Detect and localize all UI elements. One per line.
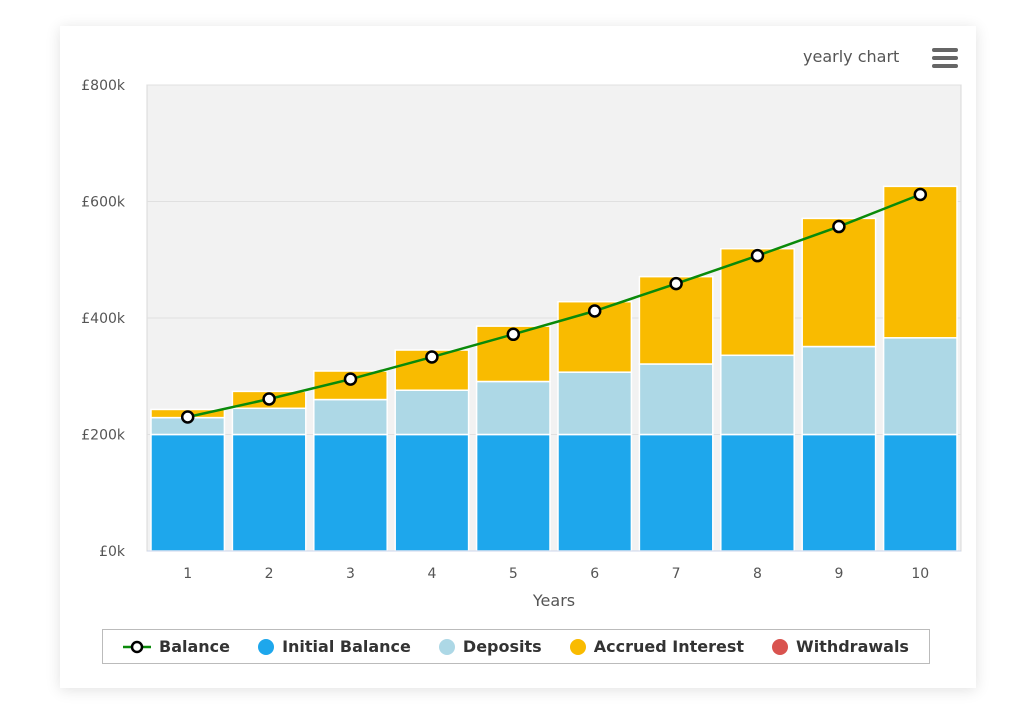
legend-item-initial-balance[interactable]: Initial Balance bbox=[258, 637, 411, 656]
bar-deposits bbox=[720, 354, 795, 436]
balance-point bbox=[180, 410, 195, 424]
balance-point bbox=[262, 392, 276, 406]
legend-label: Withdrawals bbox=[796, 637, 909, 656]
legend-label: Initial Balance bbox=[282, 637, 411, 656]
balance-point bbox=[343, 372, 358, 386]
x-tick-label: 2 bbox=[265, 566, 274, 582]
bar-deposits bbox=[801, 345, 877, 436]
balance-line bbox=[187, 193, 921, 419]
legend-label: Accrued Interest bbox=[593, 637, 744, 656]
legend-item-accrued-interest[interactable]: Accrued Interest bbox=[569, 637, 744, 656]
legend: Balance Initial Balance Deposits Accrued… bbox=[102, 629, 930, 664]
bar-deposits bbox=[394, 389, 470, 436]
bar-initial-balance bbox=[720, 433, 795, 552]
x-tick-label: 10 bbox=[911, 566, 929, 582]
legend-item-withdrawals[interactable]: Withdrawals bbox=[772, 637, 909, 656]
legend-label: Balance bbox=[159, 637, 231, 656]
bar-deposits bbox=[475, 380, 551, 436]
bar-deposits bbox=[313, 398, 388, 436]
x-tick-label: 7 bbox=[672, 566, 681, 582]
x-tick-label: 5 bbox=[509, 566, 518, 582]
balance-point bbox=[913, 187, 928, 202]
bar-accrued-interest bbox=[882, 185, 958, 339]
bar-initial-balance bbox=[394, 433, 470, 552]
bar-initial-balance bbox=[150, 433, 226, 552]
y-tick-label: £600k bbox=[81, 195, 126, 211]
bar-initial-balance bbox=[557, 433, 633, 552]
x-tick-label: 6 bbox=[590, 566, 599, 582]
bar-accrued-interest bbox=[801, 217, 877, 348]
balance-point bbox=[832, 219, 846, 234]
legend-item-deposits[interactable]: Deposits bbox=[438, 637, 542, 656]
hamburger-menu-icon[interactable] bbox=[932, 48, 958, 68]
bar-initial-balance bbox=[801, 433, 877, 552]
x-axis-title: Years bbox=[532, 591, 575, 610]
balance-point bbox=[750, 248, 765, 263]
bar-initial-balance bbox=[475, 433, 551, 552]
balance-point bbox=[425, 350, 439, 364]
y-tick-label: £800k bbox=[81, 78, 126, 94]
bar-deposits bbox=[557, 371, 633, 436]
y-tick-label: £0k bbox=[99, 544, 126, 560]
bar-initial-balance bbox=[638, 433, 714, 552]
y-tick-label: £200k bbox=[81, 428, 126, 444]
bar-initial-balance bbox=[313, 433, 388, 552]
y-tick-label: £400k bbox=[81, 311, 126, 327]
x-tick-label: 1 bbox=[183, 566, 192, 582]
bar-accrued-interest bbox=[557, 300, 633, 373]
balance-point bbox=[669, 276, 683, 291]
bar-deposits bbox=[231, 407, 307, 436]
x-tick-label: 4 bbox=[427, 566, 436, 582]
balance-point bbox=[587, 304, 602, 318]
bar-accrued-interest bbox=[720, 247, 795, 357]
bar-initial-balance bbox=[231, 433, 307, 552]
bar-initial-balance bbox=[882, 433, 958, 552]
balance-point bbox=[506, 327, 521, 342]
legend-label: Deposits bbox=[462, 637, 542, 656]
x-tick-label: 9 bbox=[834, 566, 843, 582]
yearly-chart-label[interactable]: yearly chart bbox=[803, 47, 900, 66]
x-tick-label: 3 bbox=[346, 566, 355, 582]
x-tick-label: 8 bbox=[753, 566, 762, 582]
bar-deposits bbox=[882, 337, 958, 436]
bar-deposits bbox=[638, 363, 714, 436]
legend-item-balance[interactable]: Balance bbox=[123, 637, 230, 656]
